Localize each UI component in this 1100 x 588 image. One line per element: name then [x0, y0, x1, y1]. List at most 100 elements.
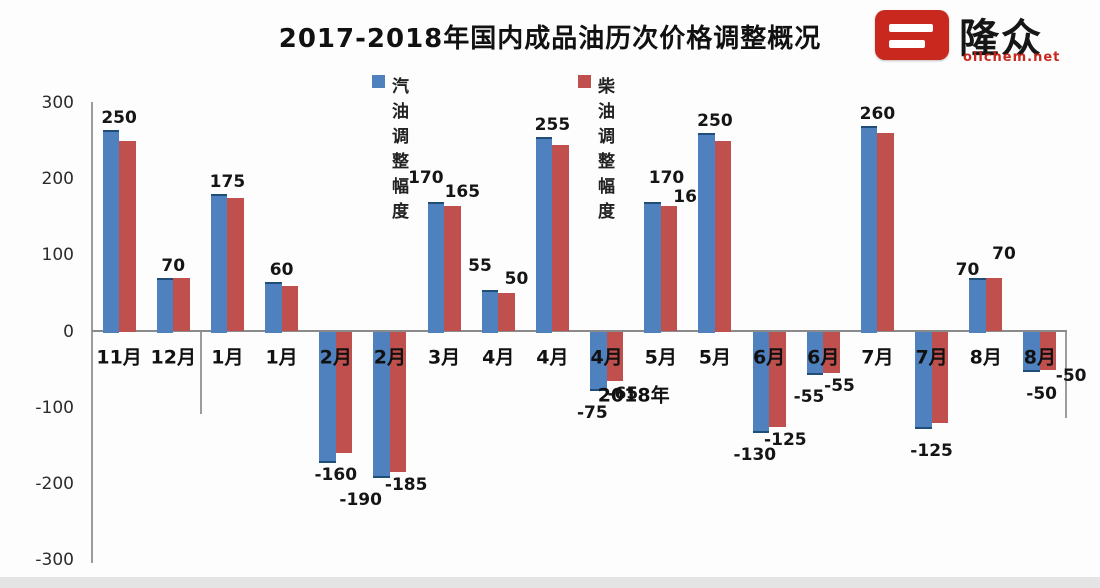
bar-diesel-4 [335, 331, 353, 454]
bar-diesel-2 [227, 198, 244, 332]
bar-diesel-13 [823, 331, 840, 374]
x-category-label-12: 6月 [752, 346, 786, 369]
data-label-gas-13: -55 [793, 387, 825, 408]
x-category-label-1: 12月 [150, 346, 196, 369]
y-tick-label: -200 [35, 473, 74, 494]
bar-gasoline-17 [1023, 331, 1040, 372]
x-category-label-10: 5月 [644, 346, 677, 369]
bar-gasoline-13 [806, 331, 824, 376]
data-label-diesel-5: -185 [384, 475, 428, 496]
y-tick-label: 0 [63, 321, 74, 342]
data-label-diesel-9: -65 [607, 384, 639, 405]
x-category-label-2: 1月 [211, 346, 244, 369]
data-label-1: 70 [161, 256, 186, 277]
y-tick-label: 200 [41, 169, 74, 190]
bar-diesel-7 [498, 293, 515, 332]
x-category-label-5: 2月 [373, 346, 407, 369]
bar-gasoline-3 [265, 281, 282, 334]
bar-diesel-16 [985, 278, 1003, 332]
bar-gasoline-0 [102, 129, 120, 334]
bar-gasoline-5 [373, 331, 390, 479]
x-category-label-8: 4月 [536, 346, 569, 369]
data-label-diesel-16: 70 [992, 244, 1016, 265]
data-label-gas-5: -190 [339, 490, 382, 511]
data-label-gas-10: 170 [648, 167, 685, 188]
diesel-swatch-icon [578, 75, 591, 88]
bar-diesel-0 [119, 141, 136, 332]
x-category-label-9: 4月 [590, 346, 623, 369]
year-label-2018: 2018年 [597, 384, 670, 407]
gasoline-swatch-icon [372, 75, 385, 88]
bar-diesel-8 [552, 144, 569, 332]
bar-gasoline-10 [644, 201, 661, 334]
bar-diesel-11 [714, 141, 732, 332]
chart-legend: 汽油调整幅度 柴油调整幅度 [0, 72, 1100, 222]
legend-label-diesel: 柴油调整幅度 [598, 77, 615, 222]
bar-gasoline-7 [481, 289, 499, 334]
bar-diesel-6 [444, 205, 461, 332]
y-tick-label: -100 [35, 397, 74, 418]
bar-diesel-5 [389, 331, 407, 473]
bar-gasoline-15 [915, 331, 932, 429]
footer-strip [0, 577, 1100, 588]
x-category-label-11: 5月 [698, 346, 732, 369]
x-category-label-14: 7月 [861, 346, 894, 369]
logo-domain-text: oilchem.net [963, 50, 1061, 65]
data-label-4: -160 [314, 465, 358, 486]
logo-company-name: 隆众 [959, 16, 1043, 62]
data-label-diesel-12: -125 [764, 429, 807, 450]
chart-title: 2017-2018年国内成品油历次价格调整概况 [278, 24, 822, 54]
logo-slot-shape [889, 40, 925, 48]
bar-diesel-17 [1039, 331, 1057, 370]
bar-gasoline-14 [860, 125, 878, 334]
data-label-diesel-13: -55 [824, 376, 855, 397]
x-category-label-0: 11月 [96, 346, 142, 369]
data-label-2: 175 [209, 172, 246, 193]
bar-gasoline-1 [156, 278, 174, 334]
data-label-14: 260 [859, 103, 896, 124]
data-label-gas-6: 170 [408, 167, 444, 188]
y-tick-label: 100 [41, 245, 74, 266]
x-category-label-7: 4月 [482, 346, 515, 369]
data-label-gas-9: -75 [576, 402, 608, 423]
data-label-0: 250 [101, 107, 137, 128]
x-category-label-4: 2月 [319, 346, 352, 369]
data-label-diesel-6: 165 [444, 181, 481, 202]
bar-diesel-15 [931, 331, 949, 423]
bar-gasoline-6 [427, 201, 445, 334]
bar-gasoline-16 [969, 278, 986, 334]
bar-diesel-14 [877, 133, 894, 332]
data-label-8: 255 [534, 115, 571, 136]
data-label-15: -125 [910, 440, 953, 461]
data-label-diesel-7: 50 [504, 269, 529, 290]
bar-diesel-10 [660, 205, 678, 332]
zero-baseline [92, 330, 1067, 332]
bar-diesel-9 [606, 331, 624, 382]
data-label-3: 60 [269, 259, 294, 280]
logo-slot-shape [889, 24, 933, 32]
data-label-gas-7: 55 [468, 255, 492, 276]
x-category-label-17: 8月 [1023, 346, 1057, 369]
y-axis-line [91, 102, 93, 563]
data-label-gas-12: -130 [733, 444, 777, 465]
plot-right-border [1065, 332, 1067, 418]
x-category-label-3: 1月 [265, 346, 298, 369]
oilchem-e-icon [875, 10, 949, 60]
oilchem-logo: 隆众 oilchem.net [873, 4, 1088, 66]
bar-gasoline-12 [752, 331, 770, 433]
bar-gasoline-11 [698, 133, 715, 334]
year-divider-line [200, 332, 202, 414]
bar-diesel-1 [173, 278, 190, 332]
bar-gasoline-8 [535, 137, 553, 334]
bar-gasoline-2 [210, 194, 228, 334]
y-tick-label: 300 [41, 92, 74, 113]
bar-gasoline-9 [590, 331, 607, 391]
data-label-gas-17: -50 [1026, 383, 1058, 404]
x-category-label-13: 6月 [807, 346, 840, 369]
data-label-diesel-17: -50 [1055, 365, 1087, 386]
legend-label-gasoline: 汽油调整幅度 [392, 77, 409, 222]
x-category-label-6: 3月 [427, 346, 461, 369]
data-label-11: 250 [697, 111, 733, 132]
